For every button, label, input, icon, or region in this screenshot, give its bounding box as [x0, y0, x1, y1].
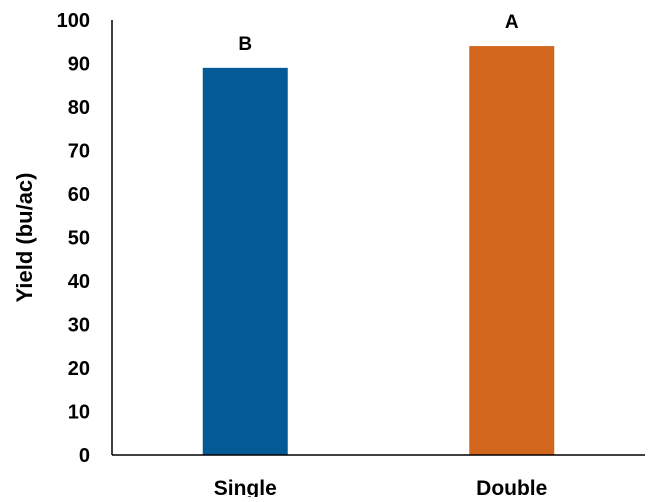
y-tick-label: 30 — [68, 315, 90, 337]
y-tick-label: 100 — [57, 10, 90, 32]
x-category-label: Double — [476, 477, 547, 497]
x-category-labels: Single Double — [214, 477, 548, 500]
y-tick-labels: 0 10 20 30 40 50 60 70 80 90 100 — [57, 10, 90, 467]
y-tick-label: 90 — [68, 54, 90, 76]
bar-double — [469, 46, 555, 455]
significance-label: A — [505, 12, 519, 33]
x-category-label: Single — [214, 477, 277, 497]
y-tick-label: 60 — [68, 184, 90, 206]
significance-label: B — [238, 34, 252, 55]
y-tick-label: 80 — [68, 97, 90, 119]
y-tick-label: 70 — [68, 141, 90, 163]
y-tick-label: 40 — [68, 271, 90, 293]
bars — [202, 46, 555, 455]
y-tick-label: 20 — [68, 358, 90, 380]
y-tick-label: 10 — [68, 402, 90, 424]
y-tick-label: 0 — [79, 445, 90, 467]
bar-single — [202, 67, 288, 455]
y-axis-title: Yield (bu/ac) — [12, 173, 37, 303]
y-tick-label: 50 — [68, 228, 90, 250]
significance-labels: BA — [238, 12, 519, 55]
